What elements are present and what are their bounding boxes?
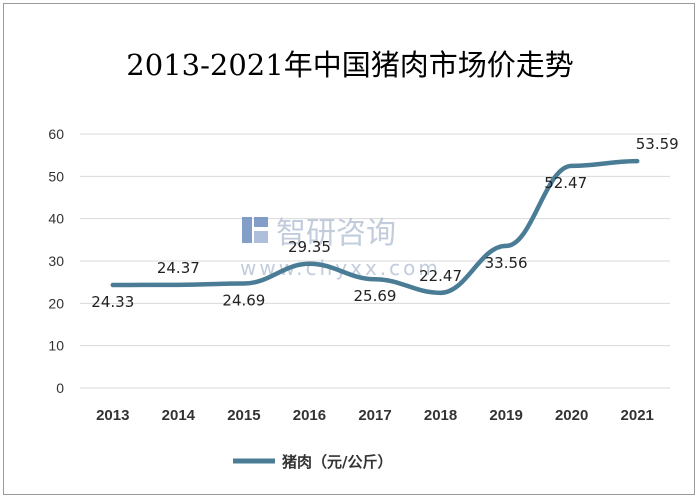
y-tick-label: 60 — [48, 126, 64, 142]
data-label: 25.69 — [354, 287, 397, 305]
grid-lines — [80, 133, 670, 389]
x-tick-label: 2021 — [621, 407, 654, 424]
x-tick-label: 2014 — [162, 407, 196, 424]
data-label: 29.35 — [288, 238, 331, 256]
legend: 猪肉（元/公斤） — [233, 453, 392, 471]
watermark-logo-icon — [242, 217, 268, 243]
data-label: 24.69 — [222, 291, 265, 309]
y-tick-label: 20 — [48, 295, 64, 311]
watermark-brand: 智研咨询 — [276, 216, 396, 251]
data-label: 52.47 — [544, 174, 587, 192]
series-layer — [110, 158, 640, 296]
x-tick-label: 2020 — [555, 407, 588, 424]
data-label: 24.33 — [91, 293, 134, 311]
series-line-pork — [110, 158, 640, 296]
x-tick-label: 2017 — [358, 407, 391, 424]
x-tick-label: 2015 — [227, 407, 260, 424]
data-label: 22.47 — [419, 267, 462, 285]
x-axis-ticks: 2013 2014 2015 2016 2017 2018 2019 2020 2021 — [96, 407, 654, 424]
y-tick-label: 30 — [48, 253, 64, 269]
x-tick-label: 2019 — [489, 407, 522, 424]
data-labels: 24.33 24.37 24.69 29.35 25.69 22.47 33.56 52.47… — [91, 135, 678, 311]
x-tick-label: 2016 — [293, 407, 326, 424]
chart-frame: 2013-2021年中国猪肉市场价走势 — [3, 3, 695, 495]
data-label: 33.56 — [485, 254, 528, 272]
data-label: 53.59 — [636, 135, 679, 153]
y-tick-label: 40 — [48, 211, 64, 227]
chart-title: 2013-2021年中国猪肉市场价走势 — [126, 48, 574, 82]
x-tick-label: 2018 — [424, 407, 457, 424]
data-label: 24.37 — [157, 259, 200, 277]
y-tick-label: 50 — [48, 168, 64, 184]
y-tick-label: 10 — [48, 338, 64, 354]
legend-label: 猪肉（元/公斤） — [281, 453, 392, 471]
x-tick-label: 2013 — [96, 407, 129, 424]
y-axis-ticks: 0 10 20 30 40 50 60 — [48, 126, 64, 396]
y-tick-label: 0 — [56, 380, 64, 396]
